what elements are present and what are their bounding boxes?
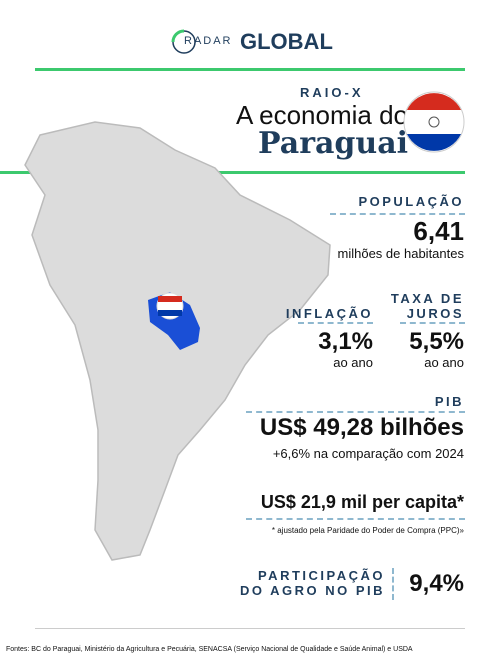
title-country: Paraguai — [258, 126, 409, 161]
label-line: PARTICIPAÇÃO — [257, 568, 385, 583]
stat-label: TAXA DE JUROS — [391, 291, 464, 321]
stat-unit: milhões de habitantes — [337, 246, 464, 261]
label-line: JUROS — [406, 306, 464, 321]
flag — [403, 91, 465, 153]
separator — [246, 518, 465, 520]
stat-unit: +6,6% na comparação com 2024 — [272, 446, 464, 461]
separator — [392, 568, 394, 600]
divider — [0, 171, 465, 174]
map — [24, 121, 331, 561]
logo-icon — [171, 29, 196, 54]
label-line: TAXA DE — [390, 291, 464, 306]
stat-value: 3,1% — [318, 328, 373, 355]
per-capita: US$ 21,9 mil per capita* — [260, 492, 464, 512]
stat-label: PIB — [434, 394, 464, 409]
stat-unit: ao ano — [424, 355, 464, 370]
separator — [400, 322, 465, 324]
divider — [35, 68, 465, 71]
stat-value: 5,5% — [409, 328, 464, 355]
separator — [246, 411, 465, 413]
title-line: A economia do — [236, 100, 409, 130]
separator — [298, 322, 373, 324]
footnote: * ajustado pela Paridade do Poder de Com… — [271, 526, 464, 535]
stat-label: INFLAÇÃO — [285, 306, 373, 321]
logo-right: GLOBAL — [240, 29, 333, 54]
kicker: RAIO-X — [300, 85, 364, 100]
stat-label: PARTICIPAÇÃO DO AGRO NO PIB — [240, 568, 385, 598]
logo-left: RADAR — [184, 35, 233, 47]
label-line: DO AGRO NO PIB — [239, 583, 385, 598]
logo: RADAR GLOBAL — [170, 28, 335, 56]
separator — [330, 213, 465, 215]
stat-value: 6,41 — [413, 216, 464, 246]
footer: Fontes: BC do Paraguai, Ministério da Ag… — [6, 646, 413, 653]
rule — [35, 628, 465, 629]
stat-value: 9,4% — [409, 570, 464, 597]
stat-unit: ao ano — [333, 355, 373, 370]
stat-label: POPULAÇÃO — [358, 194, 464, 209]
stat-value: US$ 49,28 bilhões — [259, 414, 464, 441]
